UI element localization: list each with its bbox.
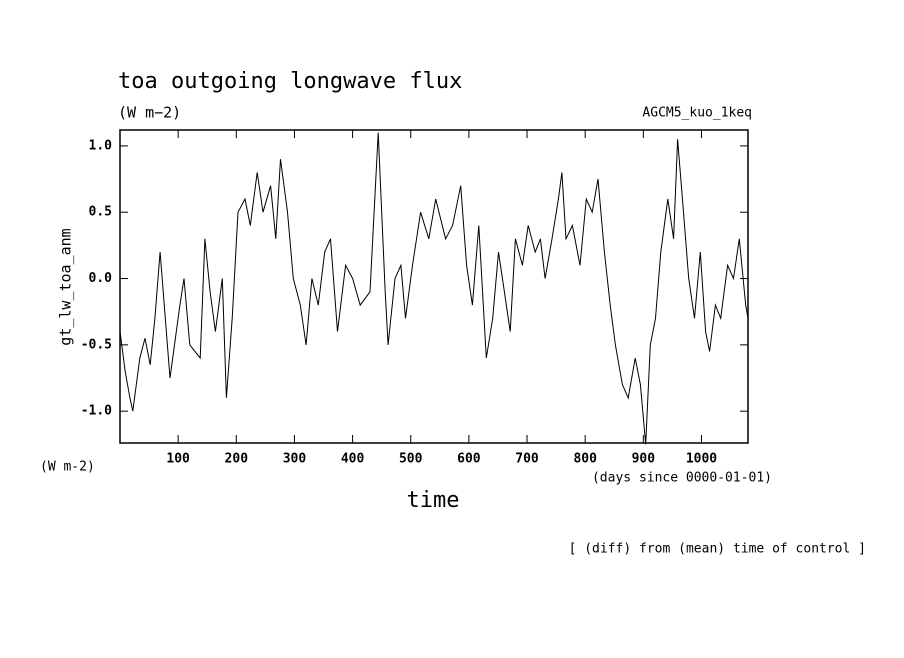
y-tick-label: 0.0: [89, 271, 113, 286]
x-axis-label: time: [407, 488, 460, 513]
series-line: [119, 132, 749, 445]
x-tick-label: 200: [225, 452, 249, 467]
x-tick-label: 600: [457, 452, 481, 467]
y-units: (W m-2): [40, 460, 95, 475]
x-tick-label: 300: [283, 452, 307, 467]
x-tick-label: 700: [515, 452, 539, 467]
annotation: AGCM5_kuo_1keq: [642, 106, 752, 121]
y-tick-label: 1.0: [89, 138, 113, 153]
x-tick-label: 100: [166, 452, 190, 467]
x-tick-label: 800: [573, 452, 597, 467]
subtitle: (W m−2): [118, 104, 181, 122]
x-units: (days since 0000-01-01): [592, 471, 772, 486]
y-tick-label: -0.5: [81, 337, 112, 352]
y-axis-label: gt_lw_toa_anm: [57, 228, 75, 345]
y-tick-label: -1.0: [81, 404, 112, 419]
x-tick-label: 400: [341, 452, 365, 467]
x-tick-label: 1000: [686, 452, 717, 467]
footnote: [ (diff) from (mean) time of control ]: [569, 542, 866, 557]
plot-frame: [119, 129, 749, 444]
y-tick-label: 0.5: [89, 205, 112, 220]
chart-title: toa outgoing longwave flux: [118, 69, 462, 94]
x-tick-label: 500: [399, 452, 423, 467]
x-tick-label: 900: [632, 452, 656, 467]
